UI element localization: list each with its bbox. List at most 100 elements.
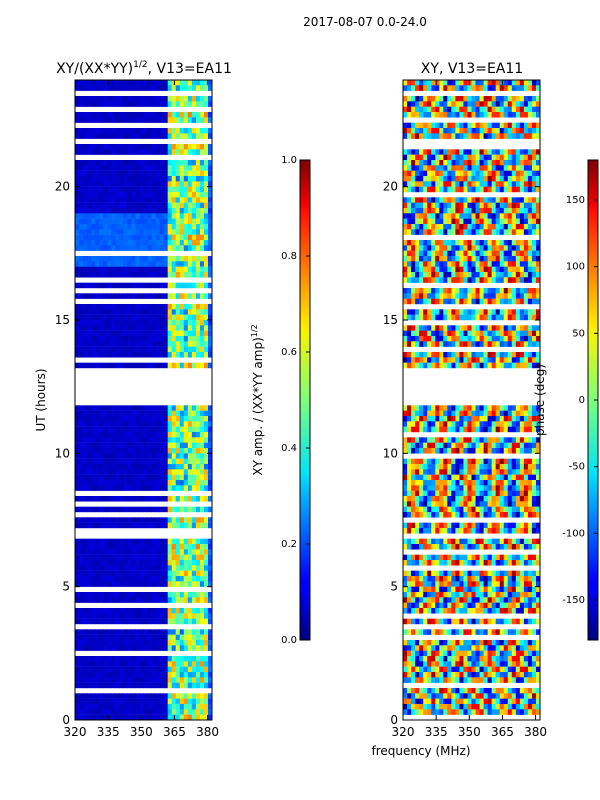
heatmap-cell bbox=[127, 213, 132, 219]
heatmap-cell bbox=[119, 432, 124, 438]
heatmap-cell bbox=[523, 154, 529, 161]
heatmap-cell bbox=[511, 245, 517, 251]
heatmap-cell bbox=[107, 112, 112, 118]
heatmap-cell bbox=[495, 442, 501, 449]
heatmap-cell bbox=[199, 496, 205, 502]
heatmap-cell bbox=[463, 197, 468, 203]
heatmap-cell bbox=[143, 576, 148, 582]
heatmap-cell bbox=[143, 160, 148, 166]
heatmap-cell bbox=[531, 266, 537, 273]
heatmap-cell bbox=[103, 448, 108, 454]
heatmap-cell bbox=[459, 186, 464, 193]
heatmap-cell bbox=[83, 458, 88, 465]
heatmap-cell bbox=[115, 101, 120, 107]
heatmap-cell bbox=[431, 298, 436, 305]
heatmap-cell bbox=[151, 656, 156, 662]
heatmap-cell bbox=[175, 197, 181, 203]
heatmap-cell bbox=[87, 570, 92, 577]
heatmap-cell bbox=[455, 272, 460, 278]
heatmap-cell bbox=[423, 240, 428, 246]
heatmap-cell bbox=[451, 272, 456, 278]
heatmap-cell bbox=[207, 149, 212, 155]
heatmap-cell bbox=[143, 549, 148, 555]
heatmap-cell bbox=[175, 192, 181, 198]
heatmap-cell bbox=[535, 122, 540, 129]
heatmap-cell bbox=[511, 309, 517, 315]
heatmap-cell bbox=[171, 101, 177, 107]
heatmap-cell bbox=[159, 549, 165, 555]
heatmap-cell bbox=[435, 224, 440, 230]
heatmap-cell bbox=[515, 170, 521, 177]
heatmap-cell bbox=[151, 181, 156, 187]
heatmap-cell bbox=[483, 437, 489, 443]
heatmap-cell bbox=[459, 416, 464, 422]
heatmap-cell bbox=[459, 325, 464, 331]
heatmap-cell bbox=[163, 346, 169, 353]
heatmap-cell bbox=[175, 133, 181, 139]
heatmap-cell bbox=[175, 80, 181, 86]
heatmap-cell bbox=[147, 410, 152, 417]
heatmap-cell bbox=[155, 432, 161, 438]
heatmap-cell bbox=[111, 133, 116, 139]
heatmap-cell bbox=[187, 693, 193, 699]
heatmap-cell bbox=[463, 96, 468, 102]
heatmap-cell bbox=[531, 272, 537, 278]
heatmap-cell bbox=[191, 176, 197, 182]
heatmap-cell bbox=[183, 554, 189, 561]
heatmap-cell bbox=[87, 458, 92, 465]
heatmap-cell bbox=[203, 128, 209, 134]
heatmap-cell bbox=[155, 640, 161, 646]
heatmap-cell bbox=[87, 661, 92, 667]
heatmap-cell bbox=[179, 554, 185, 561]
heatmap-cell bbox=[87, 213, 92, 219]
heatmap-cell bbox=[523, 208, 529, 214]
heatmap-cell bbox=[163, 682, 169, 689]
heatmap-cell bbox=[163, 128, 169, 134]
heatmap-cell bbox=[199, 325, 205, 331]
heatmap-cell bbox=[419, 80, 424, 86]
heatmap-cell bbox=[495, 416, 501, 422]
heatmap-cell bbox=[443, 160, 448, 166]
heatmap-cell bbox=[171, 346, 177, 353]
heatmap-cell bbox=[483, 410, 489, 417]
heatmap-cell bbox=[91, 117, 96, 123]
heatmap-cell bbox=[415, 218, 420, 225]
heatmap-cell bbox=[159, 629, 165, 635]
heatmap-cell bbox=[171, 517, 177, 523]
heatmap-cell bbox=[147, 640, 152, 646]
heatmap-cell bbox=[127, 352, 132, 358]
heatmap-cell bbox=[487, 165, 493, 171]
heatmap-cell bbox=[411, 421, 416, 427]
heatmap-cell bbox=[171, 661, 177, 667]
heatmap-cell bbox=[139, 112, 144, 118]
heatmap-cell bbox=[463, 261, 468, 267]
heatmap-cell bbox=[107, 282, 112, 289]
heatmap-cell bbox=[151, 698, 156, 705]
heatmap-cell bbox=[107, 186, 112, 193]
heatmap-cell bbox=[455, 341, 460, 347]
heatmap-cell bbox=[507, 437, 513, 443]
heatmap-cell bbox=[111, 485, 116, 491]
heatmap-cell bbox=[187, 704, 193, 710]
heatmap-cell bbox=[499, 426, 505, 433]
heatmap-cell bbox=[207, 314, 212, 321]
heatmap-cell bbox=[443, 154, 448, 161]
heatmap-cell bbox=[155, 597, 161, 603]
heatmap-cell bbox=[111, 149, 116, 155]
heatmap-cell bbox=[511, 277, 517, 283]
heatmap-cell bbox=[191, 128, 197, 134]
heatmap-cell bbox=[99, 245, 104, 251]
heatmap-cell bbox=[403, 149, 408, 155]
heatmap-cell bbox=[419, 176, 424, 182]
heatmap-cell bbox=[139, 661, 144, 667]
heatmap-cell bbox=[87, 672, 92, 678]
heatmap-cell bbox=[127, 320, 132, 326]
heatmap-cell bbox=[163, 448, 169, 454]
heatmap-cell bbox=[91, 554, 96, 561]
heatmap-cell bbox=[183, 170, 189, 177]
heatmap-cell bbox=[163, 405, 169, 411]
heatmap-cell bbox=[159, 256, 165, 262]
heatmap-cell bbox=[171, 565, 177, 571]
heatmap-cell bbox=[131, 565, 136, 571]
heatmap-cell bbox=[535, 218, 540, 225]
